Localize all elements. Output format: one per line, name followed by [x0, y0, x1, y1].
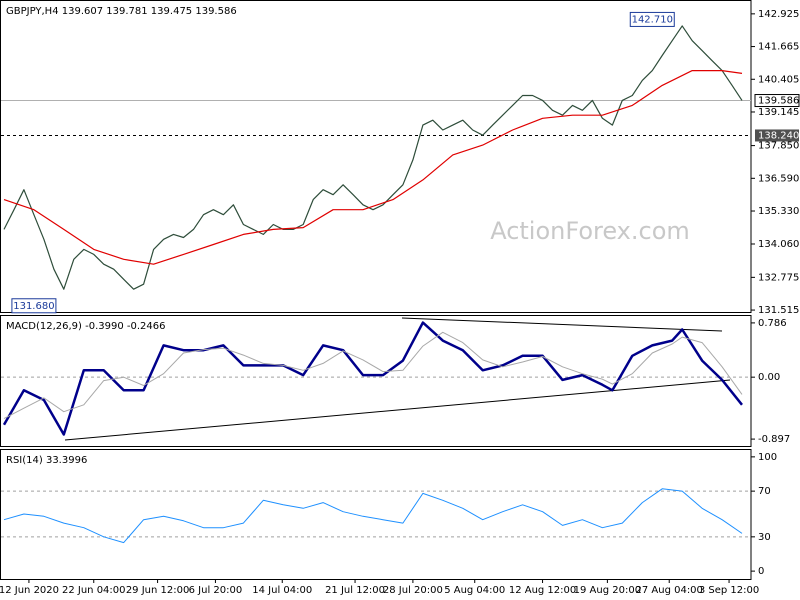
y-tick-label: 135.330 [758, 206, 799, 217]
x-tick-label: 14 Jul 04:00 [252, 585, 312, 596]
extreme-label-box [629, 11, 675, 27]
y-tick-label: 30 [758, 532, 771, 543]
x-tick-label: 19 Aug 20:00 [574, 585, 641, 596]
series-line [3, 25, 743, 290]
extreme-label: 131.680 [13, 301, 54, 312]
x-tick-label: 5 Aug 04:00 [444, 585, 505, 596]
support-label: 138.240 [758, 130, 799, 141]
y-tick-label: 142.925 [758, 9, 799, 20]
y-tick-label: 132.775 [758, 272, 799, 283]
x-tick-label: 12 Aug 12:00 [509, 585, 576, 596]
x-tick-label: 6 Jul 20:00 [189, 585, 243, 596]
price-label-box [754, 94, 800, 108]
series-line [3, 70, 743, 265]
watermark: ActionForex.com [490, 217, 690, 245]
panel-frame [0, 0, 752, 313]
panel-title: MACD(12,26,9) -0.3990 -0.2466 [6, 321, 166, 332]
x-tick-label: 22 Jun 04:00 [62, 585, 126, 596]
y-tick-label: 100 [758, 452, 777, 463]
y-tick-label: 134.060 [758, 239, 799, 250]
extreme-label: 142.710 [632, 14, 673, 25]
series-line [3, 488, 743, 544]
y-tick-label: 131.515 [758, 305, 799, 316]
x-tick-label: 28 Jul 20:00 [383, 585, 443, 596]
y-tick-label: 137.850 [758, 141, 799, 152]
y-tick-label: 139.145 [758, 107, 799, 118]
panel-title: GBPJPY,H4 139.607 139.781 139.475 139.58… [6, 6, 237, 17]
y-tick-label: 0.786 [758, 318, 787, 329]
panel-frame [0, 449, 752, 580]
x-tick-label: 21 Jul 12:00 [325, 585, 385, 596]
y-tick-label: 0 [758, 566, 764, 577]
series-line [2, 321, 743, 436]
x-tick-label: 29 Jun 12:00 [126, 585, 190, 596]
y-tick-label: 141.665 [758, 42, 799, 53]
y-tick-label: 70 [758, 486, 771, 497]
extreme-label-box [11, 298, 57, 314]
y-tick-label: 140.405 [758, 74, 799, 85]
trendline [64, 379, 731, 441]
y-tick-label: 136.590 [758, 173, 799, 184]
x-tick-label: 27 Aug 04:00 [635, 585, 702, 596]
price-label-box [755, 129, 799, 142]
panel-frame [0, 315, 752, 447]
trendline [401, 317, 723, 332]
y-tick-label: -0.897 [758, 434, 790, 445]
y-tick-label: 0.00 [758, 372, 780, 383]
panel-title: RSI(14) 33.3996 [6, 455, 87, 466]
current-price-label: 139.586 [758, 96, 799, 107]
x-tick-label: 3 Sep 12:00 [699, 585, 759, 596]
x-tick-label: 12 Jun 2020 [0, 585, 59, 596]
series-line [3, 331, 743, 420]
